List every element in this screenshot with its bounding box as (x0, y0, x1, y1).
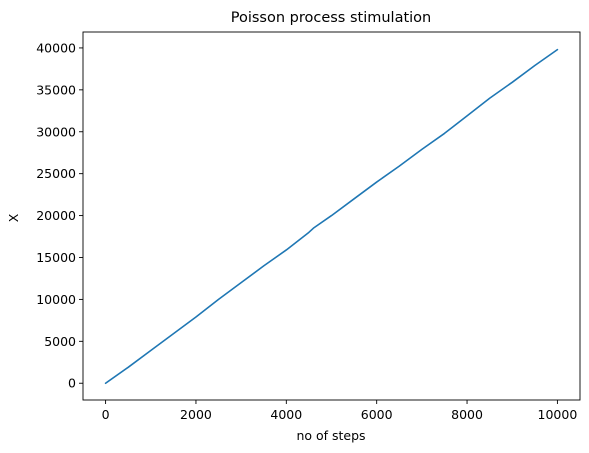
x-tick-label: 10000 (538, 407, 578, 422)
y-axis-label: X (6, 213, 21, 222)
axes: 0 2000 4000 6000 8000 10000 0 5000 10000 15000 200… (36, 31, 581, 422)
x-axis-label: no of steps (296, 428, 365, 443)
y-tick-label: 10000 (36, 292, 76, 307)
y-tick-label: 5000 (44, 334, 76, 349)
plot-area (104, 48, 559, 385)
y-tick-label: 40000 (36, 40, 76, 55)
x-tick-label: 2000 (180, 407, 212, 422)
chart-title: Poisson process stimulation (231, 10, 432, 26)
y-tick-label: 30000 (36, 124, 76, 139)
x-tick-label: 8000 (451, 407, 483, 422)
y-tick-label: 25000 (36, 166, 76, 181)
x-tick-label: 0 (102, 407, 110, 422)
x-tick-label: 4000 (270, 407, 302, 422)
y-tick-label: 20000 (36, 208, 76, 223)
y-tick-label: 35000 (36, 82, 76, 97)
x-tick-label: 6000 (361, 407, 393, 422)
y-tick-label: 15000 (36, 250, 76, 265)
y-tick-label: 0 (68, 376, 76, 391)
series-line-0 (104, 48, 559, 385)
